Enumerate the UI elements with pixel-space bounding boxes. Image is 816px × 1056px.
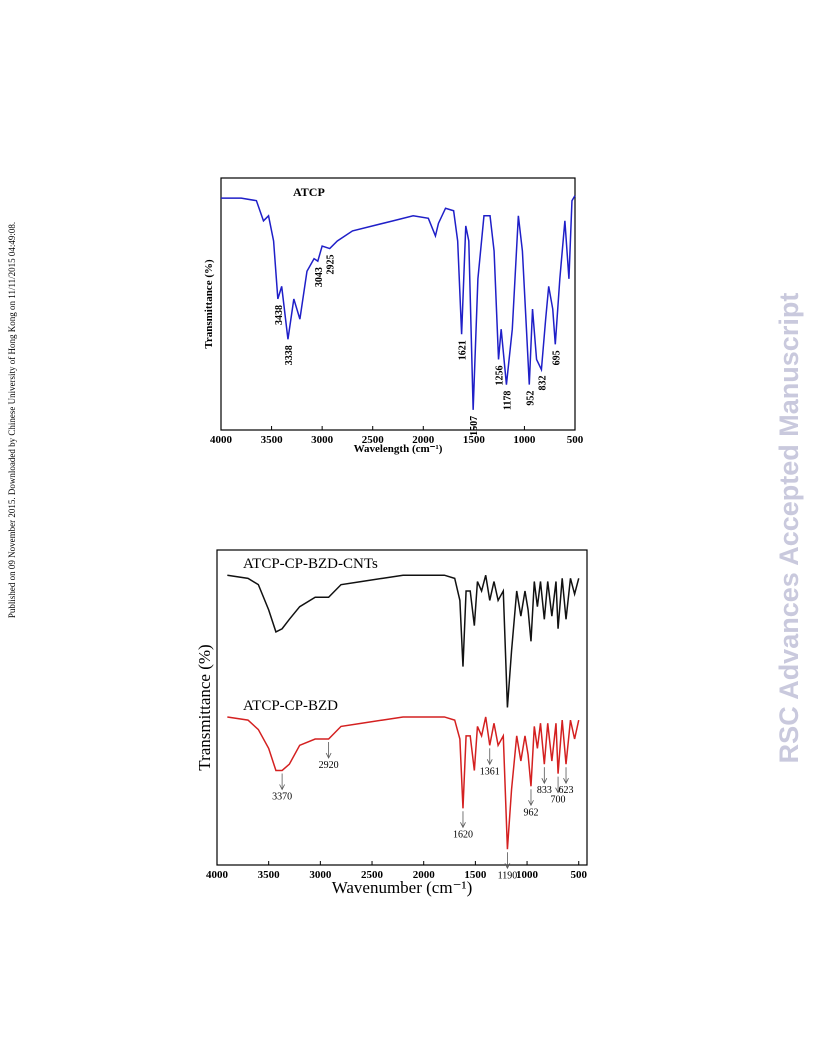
peak-label: 1620 (453, 829, 473, 840)
x-tick-label: 500 (567, 434, 584, 446)
peak-label: 3043 (314, 267, 325, 287)
plot-frame (220, 177, 576, 431)
peak-label: 952 (525, 391, 536, 406)
plot-frame (216, 549, 588, 866)
chart-title: ATCP (293, 185, 325, 199)
y-axis-label: Transmittance (%) (195, 644, 214, 770)
arrow-head (555, 787, 561, 794)
x-axis-label: Wavelength (cm⁻¹) (354, 443, 443, 455)
x-tick-label: 2500 (361, 869, 384, 881)
peak-label: 1361 (480, 766, 500, 777)
peak-label: 3370 (272, 792, 292, 803)
x-tick-label: 1500 (464, 869, 487, 881)
peak-label: 1256 (495, 365, 506, 385)
x-tick-label: 3500 (261, 434, 284, 446)
peak-label: 1621 (458, 340, 469, 360)
peak-label: 962 (523, 807, 538, 818)
spectrum-line (227, 716, 580, 850)
x-tick-label: 1000 (516, 869, 539, 881)
peak-label: 2925 (326, 255, 337, 275)
spectrum-line (227, 574, 580, 708)
peak-label: 833 (537, 785, 552, 796)
arrow-head (563, 778, 569, 785)
peak-label: 3438 (274, 305, 285, 325)
peak-label: 832 (537, 376, 548, 391)
x-tick-label: 3500 (258, 869, 281, 881)
arrow-head (541, 778, 548, 785)
arrow-head (460, 822, 466, 829)
x-tick-label: 2000 (412, 434, 435, 446)
x-tick-label: 4000 (210, 434, 233, 446)
series-label: ATCP-CP-BZD-CNTs (243, 556, 378, 572)
x-tick-label: 500 (570, 869, 587, 881)
arrow-head (528, 800, 534, 807)
arrow-head (325, 752, 332, 759)
series-label: ATCP-CP-BZD (243, 698, 338, 714)
side-note: Published on 09 November 2015. Downloade… (7, 222, 17, 618)
x-axis-label: Wavenumber (cm⁻¹) (332, 878, 473, 897)
peak-label: 623 (559, 785, 574, 796)
peak-label: 1507 (469, 416, 480, 436)
arrow-head (504, 863, 511, 870)
peak-label: 2920 (319, 760, 339, 771)
peak-label: 3338 (284, 345, 295, 365)
y-axis-label: Transmittance (%) (203, 259, 215, 349)
x-tick-label: 2500 (362, 434, 385, 446)
x-tick-label: 4000 (206, 869, 229, 881)
peak-label: 1178 (502, 391, 513, 410)
x-tick-label: 1500 (463, 434, 486, 446)
x-tick-label: 2000 (413, 869, 436, 881)
arrow-head (279, 784, 285, 791)
watermark: RSC Advances Accepted Manuscript (774, 293, 804, 764)
peak-label: 695 (551, 350, 562, 365)
peak-label: 700 (551, 795, 566, 806)
arrow-head (486, 759, 493, 766)
spectrum-line (221, 195, 576, 410)
x-tick-label: 3000 (309, 869, 332, 881)
x-tick-label: 3000 (311, 434, 334, 446)
peak-label: 1190 (498, 870, 518, 881)
x-tick-label: 1000 (513, 434, 536, 446)
